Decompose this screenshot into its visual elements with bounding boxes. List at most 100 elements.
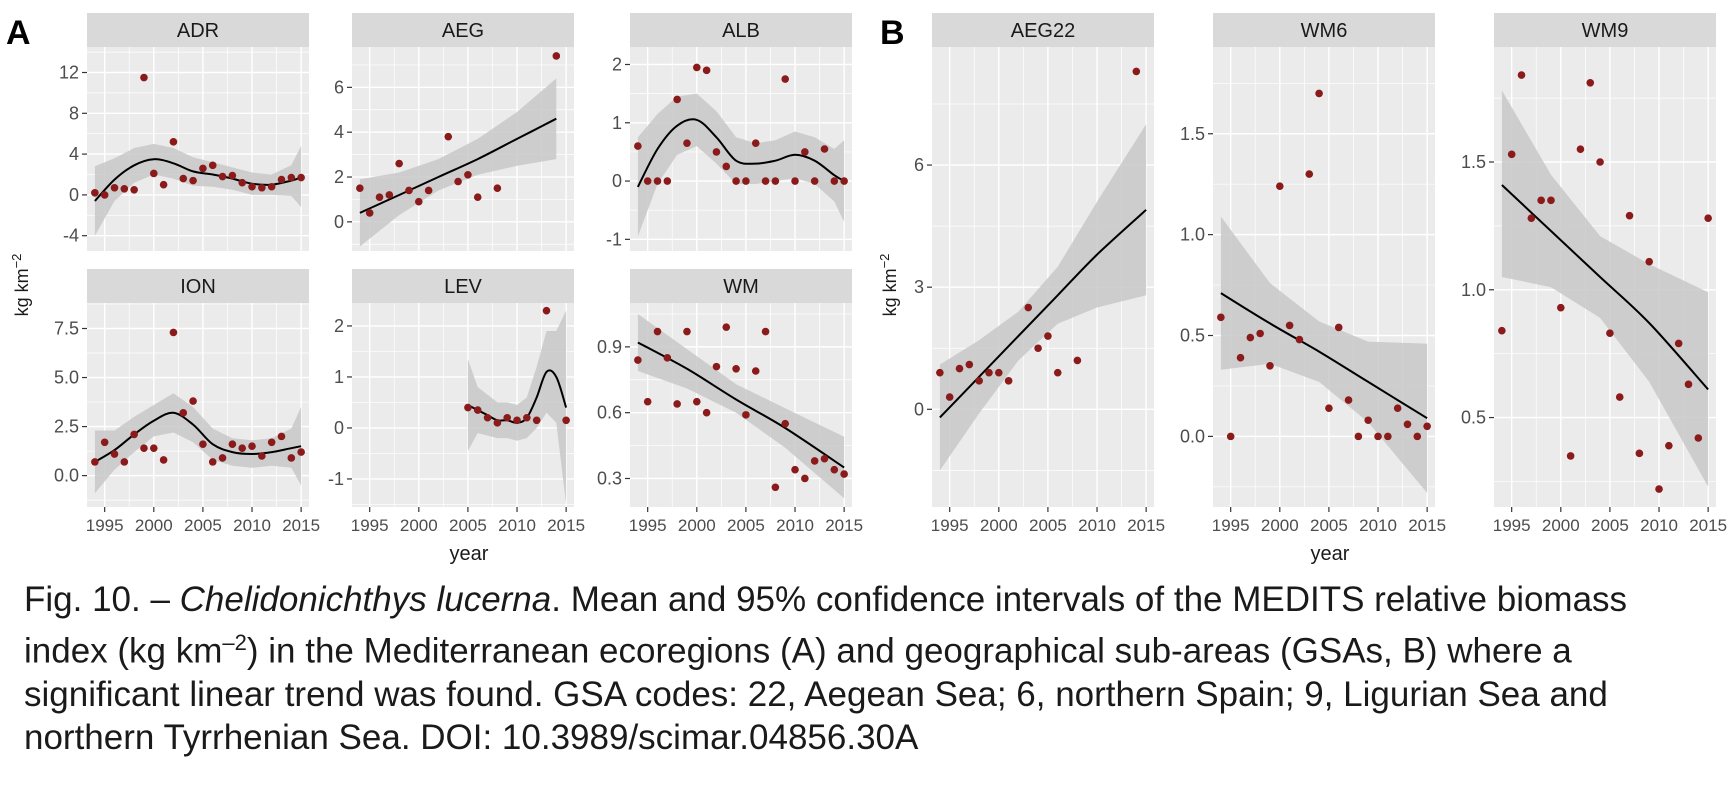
- y-tick-label: 8: [69, 103, 79, 123]
- facet-strip: [1213, 13, 1435, 47]
- fit-line: [1501, 184, 1709, 391]
- data-point: [830, 177, 839, 185]
- y-axis-label-b: kg km−2: [877, 254, 900, 317]
- data-point: [513, 416, 521, 425]
- y-tick-label: 3: [914, 277, 924, 297]
- data-point: [110, 183, 119, 192]
- facet-title: AEG22: [1011, 20, 1075, 42]
- data-point: [542, 306, 551, 315]
- data-point: [120, 184, 129, 193]
- data-point: [199, 440, 207, 449]
- data-point: [692, 63, 701, 72]
- data-point: [503, 413, 512, 422]
- data-point: [385, 191, 394, 199]
- data-point: [189, 176, 197, 185]
- data-point: [712, 362, 721, 371]
- data-point: [1053, 368, 1062, 377]
- y-axis-label-b-text: kg km: [880, 268, 900, 316]
- data-point: [414, 197, 423, 206]
- data-point: [1684, 380, 1693, 389]
- data-point: [955, 364, 964, 373]
- data-point: [1556, 303, 1565, 312]
- x-tick-label: 2010: [776, 516, 814, 535]
- data-point: [91, 189, 99, 197]
- facet-lev: LEV -1 0 1 2 1995 2000 2005 2010 2015: [328, 269, 585, 535]
- y-tick-label: 0: [334, 212, 344, 232]
- data-point: [722, 162, 731, 171]
- data-point: [653, 177, 662, 185]
- x-tick-label: 2005: [184, 516, 222, 535]
- x-tick-label: 2010: [498, 516, 536, 535]
- data-point: [159, 180, 168, 189]
- x-tick-label: 2000: [400, 516, 438, 535]
- data-point: [1044, 332, 1052, 340]
- data-point: [562, 416, 570, 425]
- facet-adr: ADR -4 0 4 8 12: [59, 13, 309, 251]
- x-tick-label: 1995: [931, 516, 969, 535]
- facet-strip: [630, 269, 852, 303]
- data-point: [663, 354, 672, 362]
- y-tick-label: 1: [612, 113, 622, 133]
- figure: A B kg km−2 kg km−2 year year ADR-404812…: [6, 13, 1727, 565]
- data-point: [1704, 214, 1712, 223]
- data-point: [1354, 432, 1363, 441]
- data-point: [444, 132, 453, 141]
- facet-title: ADR: [177, 20, 219, 42]
- data-point: [1576, 145, 1585, 154]
- y-tick-label: 2: [334, 167, 344, 187]
- data-point: [287, 454, 296, 462]
- y-tick-label: 12: [59, 63, 79, 83]
- data-point: [424, 186, 433, 195]
- caption-prefix: Fig. 10. –: [24, 580, 180, 619]
- data-point: [673, 95, 681, 104]
- data-point: [840, 177, 848, 185]
- data-point: [1246, 333, 1255, 342]
- data-point: [395, 159, 403, 168]
- data-point: [1403, 420, 1412, 429]
- data-point: [722, 323, 731, 331]
- data-point: [199, 164, 207, 173]
- data-point: [830, 465, 839, 474]
- x-tick-label: 1995: [1212, 516, 1250, 535]
- data-point: [820, 145, 829, 153]
- data-point: [169, 328, 178, 337]
- data-point: [761, 177, 770, 185]
- confidence-band: [637, 93, 845, 237]
- data-point: [473, 406, 482, 414]
- data-point: [1615, 393, 1624, 401]
- data-point: [771, 177, 780, 185]
- y-tick-label: 1.5: [1180, 124, 1205, 144]
- data-point: [801, 474, 809, 483]
- y-tick-label: 7.5: [54, 319, 79, 339]
- y-tick-label: 5.0: [54, 368, 79, 388]
- facet-strip: [1494, 13, 1716, 47]
- data-point: [1655, 485, 1663, 493]
- data-point: [1325, 404, 1333, 412]
- confidence-band: [94, 393, 302, 494]
- facet-strip: [87, 269, 309, 303]
- data-point: [1596, 158, 1604, 166]
- x-tick-label: 2005: [1029, 516, 1067, 535]
- data-point: [840, 470, 848, 478]
- data-point: [751, 367, 760, 375]
- data-point: [149, 169, 158, 178]
- data-point: [159, 456, 168, 464]
- data-point: [1285, 321, 1294, 330]
- data-point: [454, 177, 462, 186]
- facet-wm9: WM9 0.5 1.0 1.5 1995 2000 2005 2010 2015: [1461, 13, 1727, 535]
- data-point: [248, 442, 256, 450]
- facet-alb: ALB -1 0 1 2: [606, 13, 852, 251]
- figure-caption: Fig. 10. – Chelidonichthys lucerna. Mean…: [24, 578, 1714, 759]
- data-point: [1694, 434, 1703, 442]
- data-point: [994, 368, 1003, 377]
- data-point: [1256, 329, 1264, 338]
- y-tick-label: 0.0: [54, 466, 79, 486]
- data-point: [297, 448, 305, 456]
- caption-sup: –2: [222, 630, 247, 655]
- facet-title: WM9: [1582, 20, 1629, 42]
- data-point: [742, 411, 750, 419]
- x-tick-label: 2015: [547, 516, 585, 535]
- data-point: [1384, 432, 1392, 441]
- data-point: [267, 182, 276, 191]
- data-point: [208, 161, 217, 170]
